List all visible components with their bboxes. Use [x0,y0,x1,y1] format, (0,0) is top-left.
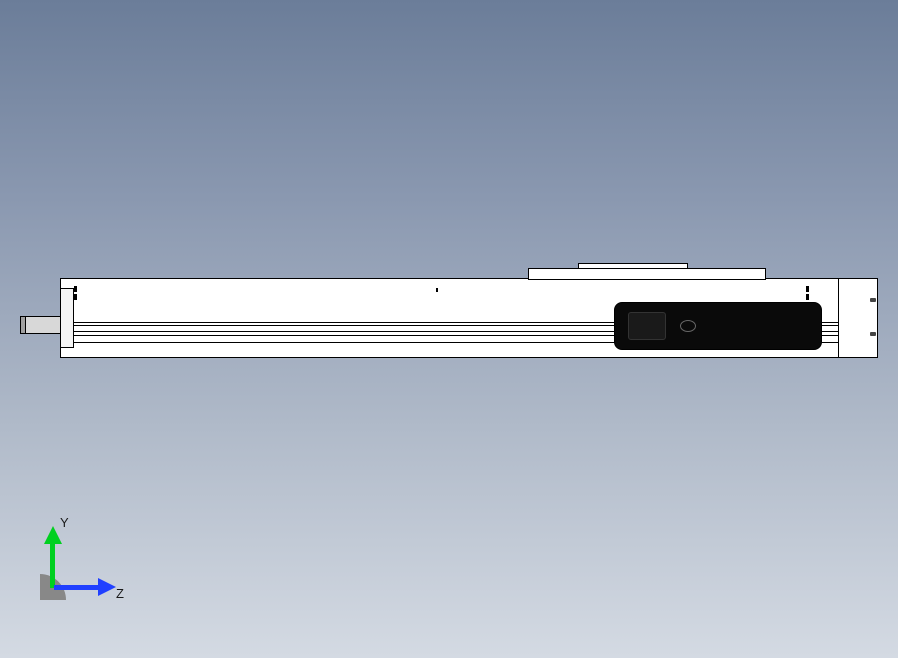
right-end-holes [870,298,878,338]
cad-viewport[interactable]: Y Z [0,0,898,658]
left-end-block [60,288,74,348]
motor-mount-detail [628,312,666,340]
left-end-protrusion [25,316,61,334]
z-axis-arrow-icon [98,578,116,596]
body-notch [74,286,77,292]
mid-marker [436,288,438,292]
z-axis-label: Z [116,586,124,601]
body-notch [806,294,809,300]
z-axis-line [54,585,102,590]
y-axis-label: Y [60,515,69,530]
orientation-triad[interactable]: Y Z [28,518,118,608]
body-notch [806,286,809,292]
model-assembly[interactable] [20,268,878,368]
mounting-hole [870,298,876,302]
y-axis-line [50,540,55,588]
mounting-hole [870,332,876,336]
motor-connector-ring [680,320,696,332]
carriage-plate [528,268,766,280]
body-notch [74,294,77,300]
